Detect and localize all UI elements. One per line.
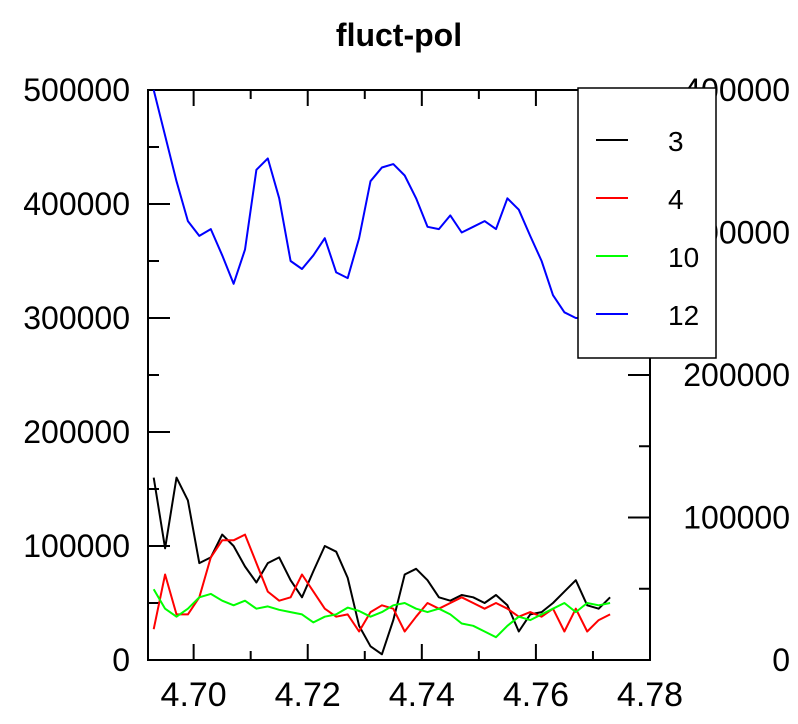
chart-title: fluct-pol <box>336 17 462 53</box>
y-left-tick-label: 300000 <box>23 300 130 336</box>
legend-label-3: 3 <box>668 126 684 157</box>
y-left-tick-label: 0 <box>112 642 130 678</box>
x-tick-label: 4.70 <box>161 676 227 714</box>
legend: 3 4 10 12 <box>577 87 717 359</box>
y-left-tick-label: 100000 <box>23 528 130 564</box>
legend-label-12: 12 <box>668 300 699 331</box>
x-tick-label: 4.76 <box>503 676 569 714</box>
y-right-tick-label: 200000 <box>683 357 790 393</box>
series-group <box>152 89 611 656</box>
y-left-tick-label: 400000 <box>23 186 130 222</box>
y-right-tick-label: 100000 <box>683 500 790 536</box>
series-line-12 <box>152 89 611 319</box>
x-tick-label: 4.72 <box>275 676 341 714</box>
plot-frame <box>147 89 651 661</box>
y-right-tick-label: 0 <box>772 642 790 678</box>
series-line-4 <box>152 533 611 633</box>
series-line-3 <box>152 476 611 656</box>
y-left-tick-label: 500000 <box>23 72 130 108</box>
legend-label-4: 4 <box>668 184 684 215</box>
x-tick-label: 4.78 <box>617 676 683 714</box>
y-left-tick-label: 200000 <box>23 414 130 450</box>
x-tick-label: 4.74 <box>389 676 455 714</box>
legend-label-10: 10 <box>668 242 699 273</box>
series-line-10 <box>152 588 611 639</box>
